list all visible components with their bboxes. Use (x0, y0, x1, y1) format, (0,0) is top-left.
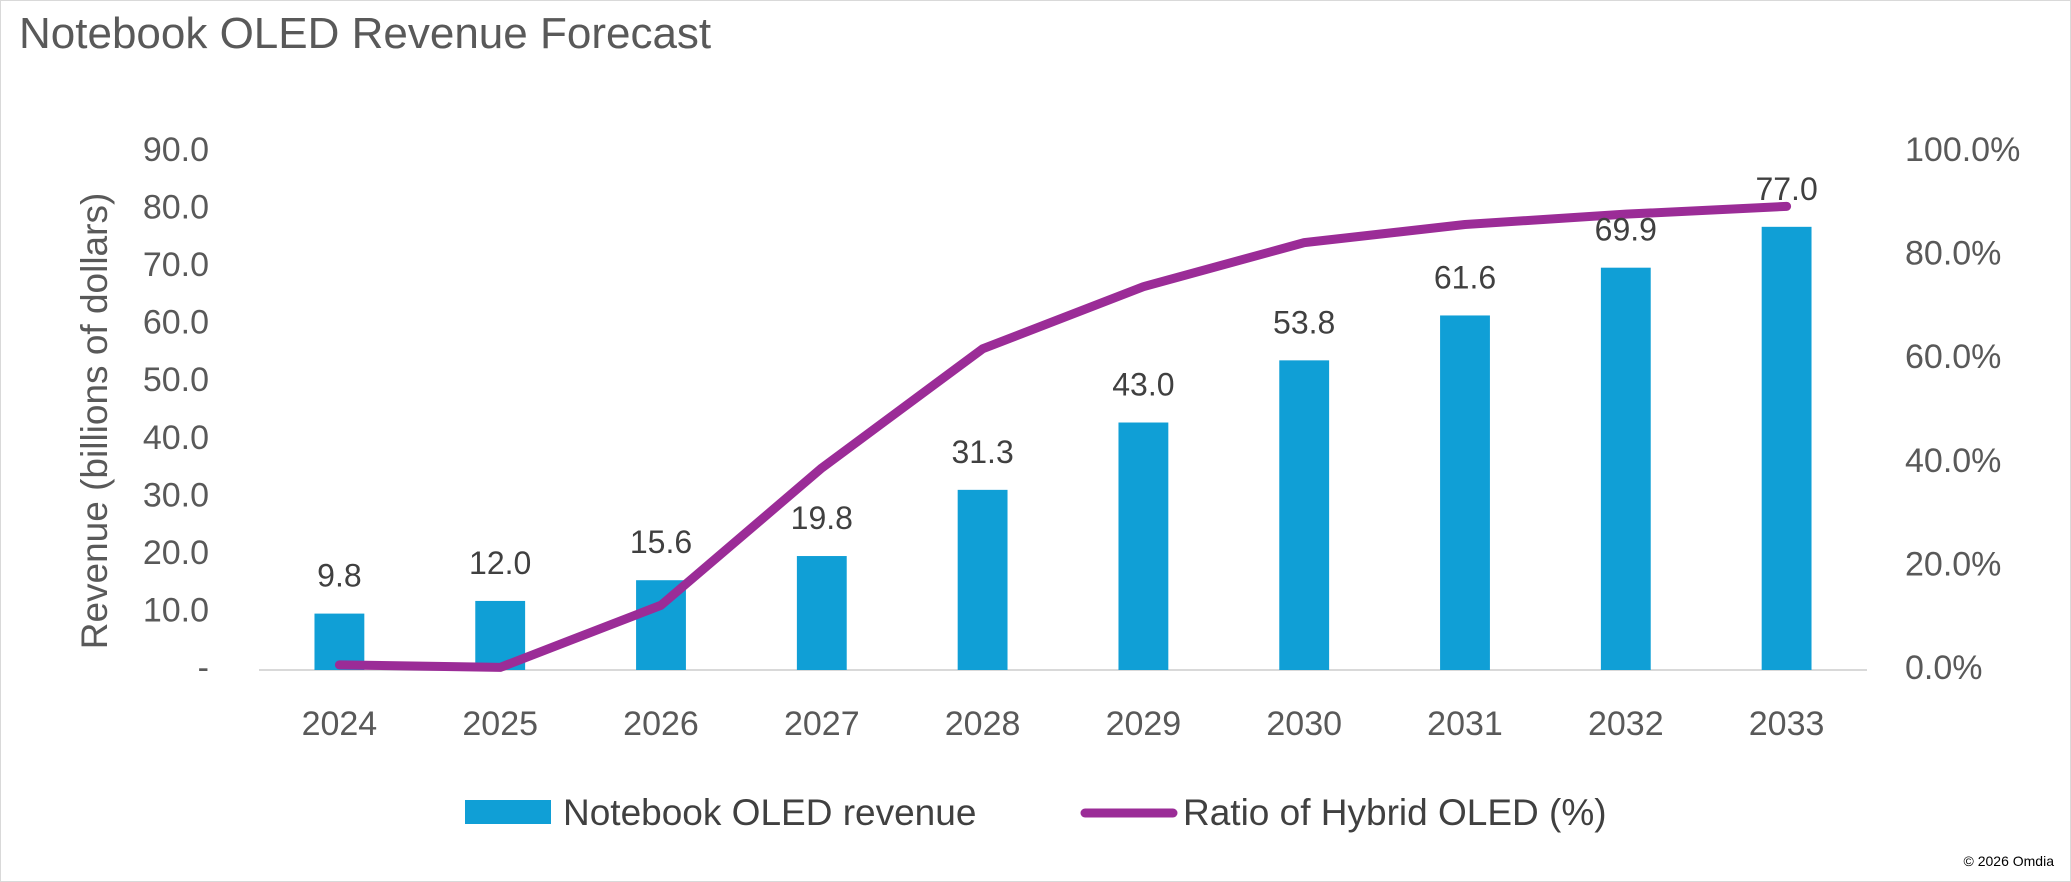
bar-data-label: 31.3 (951, 434, 1013, 470)
bar-series (314, 226, 1812, 671)
y-tick-label: - (198, 649, 209, 687)
x-tick-label: 2025 (462, 705, 538, 743)
bar-2032 (1600, 267, 1651, 670)
right-axis: 0.0% 20.0% 40.0% 60.0% 80.0% 100.0% (1905, 131, 2020, 687)
y2-tick-label: 20.0% (1905, 545, 2001, 583)
y-tick-label: 60.0 (143, 304, 209, 342)
y2-tick-label: 40.0% (1905, 442, 2001, 480)
x-tick-label: 2027 (784, 705, 860, 743)
y-tick-label: 10.0 (143, 591, 209, 629)
y-tick-label: 80.0 (143, 189, 209, 227)
y-tick-label: 40.0 (143, 419, 209, 457)
left-axis: - 10.0 20.0 30.0 40.0 50.0 60.0 70.0 80.0 90.0 (143, 131, 209, 687)
bar-data-label: 9.8 (317, 558, 361, 594)
bar-data-label: 43.0 (1112, 367, 1174, 403)
y-tick-label: 30.0 (143, 476, 209, 514)
y-tick-label: 90.0 (143, 131, 209, 169)
x-tick-label: 2029 (1106, 705, 1182, 743)
x-tick-label: 2031 (1427, 705, 1503, 743)
y2-tick-label: 80.0% (1905, 235, 2001, 273)
legend-label-ratio: Ratio of Hybrid OLED (%) (1183, 792, 1607, 833)
bar-2030 (1279, 360, 1330, 670)
ratio-line (334, 201, 1792, 672)
bar-data-label: 53.8 (1273, 304, 1335, 340)
bar-2027 (796, 556, 847, 670)
line-series (334, 201, 1792, 672)
bar-2031 (1440, 315, 1490, 670)
y-tick-label: 20.0 (143, 534, 209, 572)
x-tick-label: 2030 (1266, 705, 1342, 743)
y-axis-title: Revenue (billions of dollars) (74, 193, 115, 650)
bar-2029 (1118, 422, 1169, 670)
x-tick-label: 2032 (1588, 705, 1664, 743)
y2-tick-label: 0.0% (1905, 649, 1983, 687)
bar-data-label: 19.8 (791, 500, 853, 536)
data-labels: 9.8 12.0 15.6 19.8 31.3 43.0 53.8 61.6 69.9 77.0 (317, 171, 1818, 594)
x-axis: 2024 2025 2026 2027 2028 2029 2030 2031 2032 2033 (302, 705, 1825, 743)
y2-tick-label: 60.0% (1905, 338, 2001, 376)
x-tick-label: 2024 (302, 705, 378, 743)
chart-title: Notebook OLED Revenue Forecast (19, 9, 712, 58)
y2-tick-label: 100.0% (1905, 131, 2020, 169)
bar-data-label: 15.6 (630, 524, 692, 560)
bar-data-label: 77.0 (1755, 171, 1817, 207)
bar-2033 (1761, 226, 1812, 671)
y-tick-label: 50.0 (143, 361, 209, 399)
x-tick-label: 2033 (1749, 705, 1825, 743)
y-tick-label: 70.0 (143, 246, 209, 284)
bar-data-label: 69.9 (1595, 212, 1657, 248)
bar-2028 (957, 489, 1008, 670)
bar-data-label: 61.6 (1434, 259, 1496, 295)
legend-swatch-bar (465, 800, 551, 824)
legend-label-revenue: Notebook OLED revenue (563, 792, 976, 833)
legend: Notebook OLED revenue Ratio of Hybrid OL… (465, 792, 1607, 833)
bar-data-label: 12.0 (469, 545, 531, 581)
copyright-text: © 2026 Omdia (1963, 853, 2054, 869)
x-tick-label: 2028 (945, 705, 1021, 743)
x-tick-label: 2026 (623, 705, 699, 743)
